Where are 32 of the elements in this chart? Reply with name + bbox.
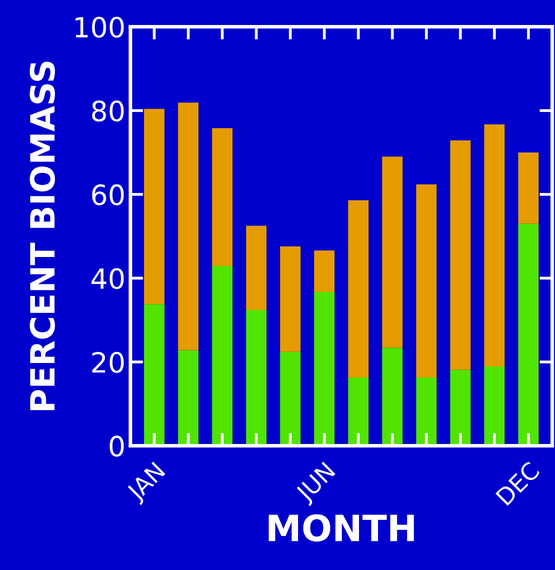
bar [484,124,505,367]
bar [348,200,369,378]
bar [280,246,301,352]
bar [212,266,232,446]
y-axis-title: PERCENT BIOMASS [30,62,55,410]
bar [382,156,403,348]
y-tick-label: 40 [92,268,124,290]
bar [178,350,198,446]
bar [314,250,335,292]
bar [382,348,403,446]
bar [450,140,471,370]
bar [246,226,266,310]
bar [518,152,539,224]
bar [280,352,301,446]
y-tick-label: 60 [92,184,124,206]
bar [212,128,232,266]
y-tick-label: 0 [110,436,124,457]
y-tick-label: 20 [92,352,124,373]
bar [314,292,335,446]
bar [518,224,539,446]
bar [416,184,437,378]
bar [348,377,369,446]
bar [484,366,505,446]
bar [178,102,198,350]
y-tick-label: 100 [76,16,124,38]
bar [450,370,471,446]
bar [144,108,164,304]
bar [144,304,164,446]
bar [416,377,437,446]
bar [246,310,266,446]
y-tick-label: 80 [92,100,124,122]
x-axis-title: MONTH [268,514,414,542]
